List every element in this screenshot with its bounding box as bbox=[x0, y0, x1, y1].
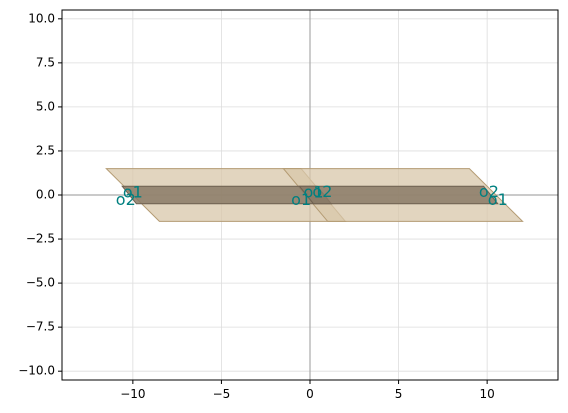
y-tick-label: −7.5 bbox=[26, 320, 55, 334]
port-label: o1 bbox=[123, 183, 143, 202]
right-core-shape bbox=[298, 185, 499, 205]
port-label: o1 bbox=[304, 183, 324, 202]
y-tick-label: −10.0 bbox=[18, 364, 55, 378]
port-label: o1 bbox=[488, 190, 508, 209]
x-tick-label: 10 bbox=[480, 387, 495, 401]
x-tick-label: −5 bbox=[213, 387, 231, 401]
y-tick-label: 5.0 bbox=[36, 99, 55, 113]
port-label: o2 bbox=[479, 182, 499, 201]
y-ticks-layer: 10.0 7.5 5.0 2.5 0.0 −2.5 −5.0 −7.5 −10.0 bbox=[18, 11, 62, 378]
y-tick-label: 7.5 bbox=[36, 55, 55, 69]
y-tick-label: 10.0 bbox=[28, 11, 55, 25]
y-tick-label: −2.5 bbox=[26, 232, 55, 246]
port-label: o2 bbox=[312, 182, 332, 201]
port-label: o1 bbox=[291, 190, 311, 209]
y-tick-label: 0.0 bbox=[36, 188, 55, 202]
y-tick-label: −5.0 bbox=[26, 276, 55, 290]
x-tick-label: 0 bbox=[306, 387, 314, 401]
x-tick-label: −10 bbox=[120, 387, 145, 401]
shapes-layer bbox=[105, 168, 524, 222]
x-tick-label: 5 bbox=[395, 387, 403, 401]
port-label: o2 bbox=[116, 190, 136, 209]
x-ticks-layer: −10 −5 0 5 10 bbox=[120, 380, 495, 401]
y-tick-label: 2.5 bbox=[36, 143, 55, 157]
